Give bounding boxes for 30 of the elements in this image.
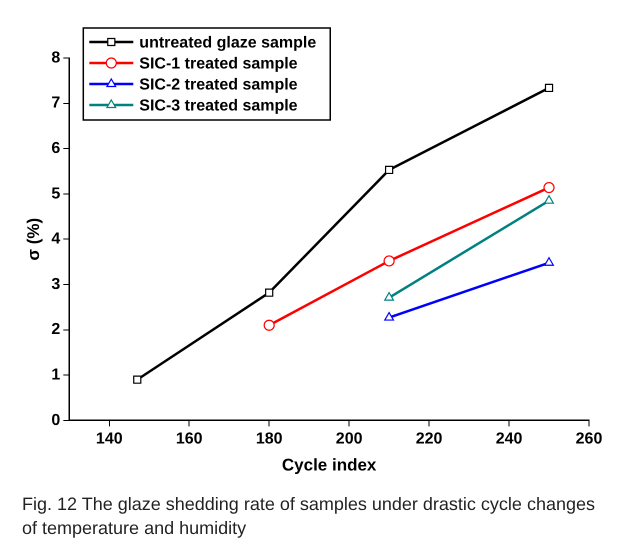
x-tick-label: 220 <box>416 430 443 448</box>
legend-label: untreated glaze sample <box>139 34 316 52</box>
x-axis-title: Cycle index <box>282 455 377 474</box>
x-tick-label: 200 <box>336 430 363 448</box>
point <box>544 84 554 92</box>
legend-label: SIC-2 treated sample <box>139 76 298 94</box>
x-tick-label: 240 <box>496 430 522 448</box>
x-tick-label: 180 <box>256 430 283 448</box>
y-tick-label: 5 <box>51 185 60 202</box>
x-tick-label: 160 <box>176 430 203 448</box>
point <box>265 288 274 297</box>
y-tick-label: 1 <box>51 366 60 384</box>
y-tick-label: 4 <box>51 230 60 248</box>
y-axis-title: σ (%) <box>24 218 43 261</box>
point <box>384 255 395 267</box>
point <box>133 375 142 384</box>
y-tick-label: 7 <box>51 94 60 112</box>
point <box>543 182 555 194</box>
point <box>384 166 394 174</box>
y-tick-label: 3 <box>51 276 60 293</box>
y-tick-label: 0 <box>51 412 60 429</box>
y-tick-label: 2 <box>51 321 60 338</box>
y-tick-label: 6 <box>51 140 60 158</box>
x-tick-label: 140 <box>96 430 123 448</box>
x-tick-label: 260 <box>576 430 602 448</box>
y-tick-label: 8 <box>51 49 60 66</box>
caption: Fig. 12 The glaze shedding rate of samples under drastic cycle changes of temperature and humidity <box>22 493 596 540</box>
legend-label: SIC-3 treated sample <box>139 97 298 114</box>
point <box>264 320 275 331</box>
legend-label: SIC-1 treated sample <box>139 55 298 72</box>
